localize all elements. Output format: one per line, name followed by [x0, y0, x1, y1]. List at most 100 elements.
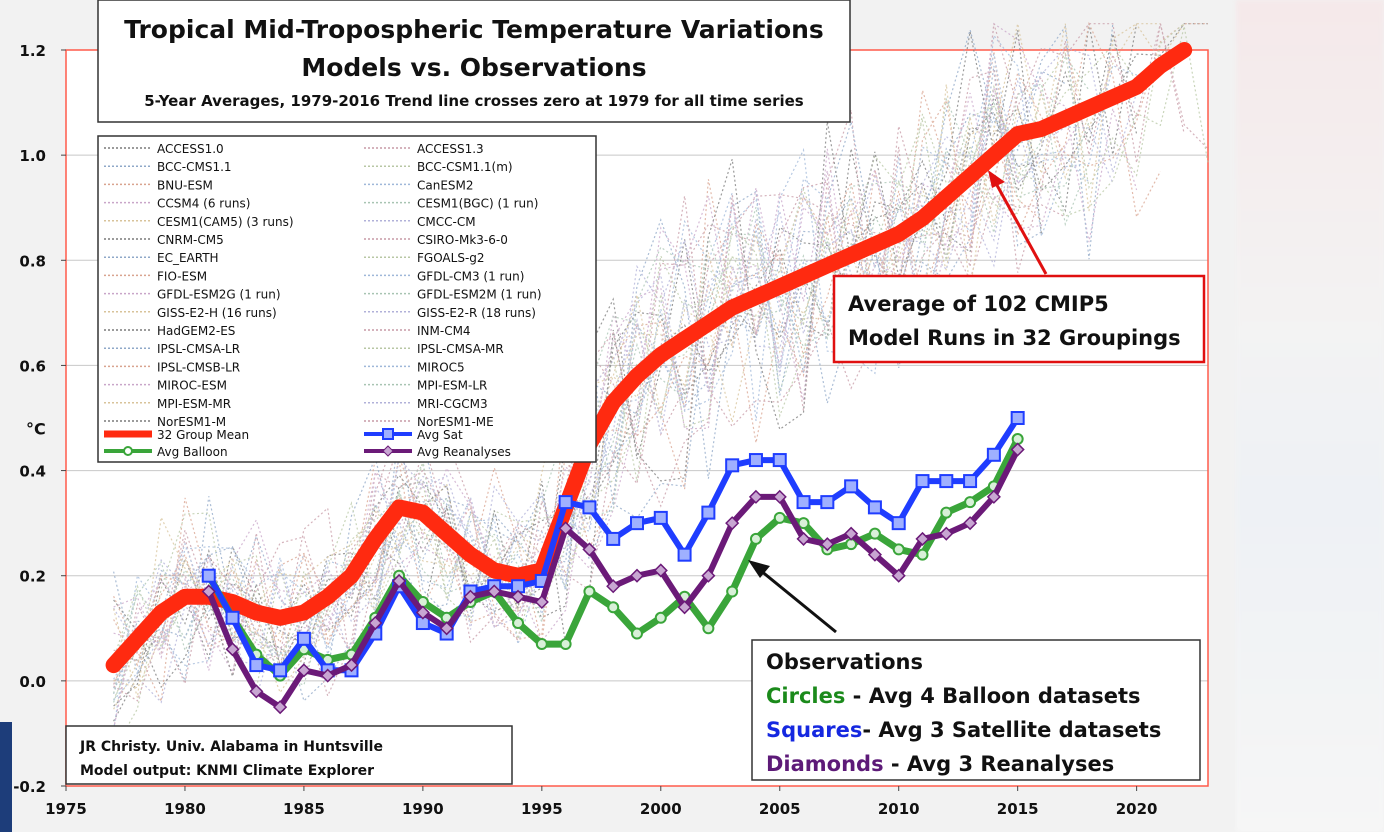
annotation-arrowhead [988, 170, 1005, 188]
observations-arrowhead [748, 560, 770, 578]
data-point [701, 568, 716, 583]
x-tick-label: 2020 [1116, 800, 1158, 818]
x-tick-label: 2015 [997, 800, 1039, 818]
observations-key: Diamonds [766, 752, 884, 776]
model-run-line [113, 53, 1090, 680]
data-point [891, 516, 906, 531]
data-point [582, 542, 597, 557]
data-point [1010, 442, 1025, 457]
x-tick-label: 1985 [283, 800, 325, 818]
legend-label: GISS-E2-R (18 runs) [417, 306, 536, 320]
credit-box: JR Christy. Univ. Alabama in Huntsville M… [65, 725, 513, 785]
observations-line: Squares- Avg 3 Satellite datasets [766, 718, 1161, 742]
data-point [868, 527, 881, 540]
legend-label: IPSL-CMSA-LR [157, 342, 240, 356]
model-run-line [113, 23, 1209, 702]
y-tick-label: -0.2 [13, 778, 46, 796]
legend-label: BCC-CMS1.1 [157, 160, 232, 174]
legend-label: Avg Reanalyses [417, 445, 511, 459]
data-point [796, 531, 811, 546]
legend-label: GFDL-ESM2G (1 run) [157, 288, 281, 302]
y-tick-label: 1.2 [19, 42, 46, 60]
observations-line: Diamonds - Avg 3 Reanalyses [766, 752, 1114, 776]
data-point [606, 531, 621, 546]
annotation-line: Model Runs in 32 Groupings [848, 326, 1181, 350]
data-point [725, 516, 740, 531]
legend-label: BCC-CSM1.1(m) [417, 160, 513, 174]
data-point [939, 474, 954, 489]
x-tick-label: 2005 [759, 800, 801, 818]
data-point [820, 495, 835, 510]
legend-label: FGOALS-g2 [417, 251, 485, 265]
data-point [891, 568, 906, 583]
data-point [915, 474, 930, 489]
chart-note: 5-Year Averages, 1979-2016 Trend line cr… [144, 92, 804, 110]
x-tick-label: 1975 [45, 800, 87, 818]
legend-label: MIROC5 [417, 360, 465, 374]
series-avg-balloon [202, 433, 1024, 682]
annotation-frame [832, 274, 1206, 364]
data-point [702, 622, 715, 635]
legend-label: CMCC-CM [417, 215, 476, 229]
legend-marker [382, 428, 394, 440]
data-point [701, 505, 716, 520]
data-point [320, 668, 335, 683]
data-point [559, 638, 572, 651]
background-blur-panel [1236, 0, 1384, 832]
legend-label: GFDL-CM3 (1 run) [417, 269, 524, 283]
annotation-line: Average of 102 CMIP5 [848, 292, 1109, 316]
model-annotation: Average of 102 CMIP5 Model Runs in 32 Gro… [832, 170, 1206, 364]
data-point [748, 453, 763, 468]
observations-frame [751, 639, 1201, 781]
data-point [534, 594, 549, 610]
data-point [772, 489, 787, 504]
y-tick-label: 0.4 [19, 463, 46, 481]
data-point [773, 511, 786, 524]
data-point [1010, 411, 1025, 425]
data-point [797, 517, 810, 530]
legend-label: GISS-E2-H (16 runs) [157, 306, 277, 320]
legend: ACCESS1.0 ACCESS1.3 BCC-CMS1.1 BCC-CSM1.1(m… [97, 135, 597, 463]
data-point [916, 548, 929, 561]
observations-arrow [759, 568, 837, 634]
data-point [558, 521, 573, 536]
data-point [630, 516, 644, 531]
y-tick-label: 0.8 [19, 252, 46, 270]
data-point [273, 700, 288, 715]
model-run-line [113, 92, 1090, 729]
legend-label: 32 Group Mean [157, 428, 249, 442]
title-box-frame [97, 0, 851, 123]
observations-desc: - Avg 3 Reanalyses [884, 752, 1115, 776]
data-point [606, 579, 621, 594]
legend-label: HadGEM2-ES [157, 324, 235, 338]
observations-annotation: Observations Circles - Avg 4 Balloon data… [748, 560, 1201, 781]
data-point [201, 584, 216, 599]
y-tick-label: 1.0 [19, 147, 46, 165]
data-point [296, 631, 311, 646]
data-point [415, 605, 430, 620]
title-box: Tropical Mid-Tropospheric Temperature Va… [97, 0, 851, 123]
data-point [796, 495, 811, 510]
y-tick-label: 0.0 [19, 673, 46, 691]
legend-label: CCSM4 (6 runs) [157, 197, 250, 211]
data-point [344, 658, 359, 673]
data-point [629, 568, 645, 583]
data-point [677, 600, 692, 615]
legend-marker [382, 445, 394, 457]
observations-desc: - Avg 4 Balloon datasets [845, 684, 1140, 708]
annotation-arrow [991, 177, 1048, 275]
data-point [748, 489, 764, 504]
legend-label: GFDL-ESM2M (1 run) [417, 288, 542, 302]
data-point [964, 496, 977, 509]
data-point [558, 495, 573, 510]
observations-key: Squares [766, 718, 862, 742]
logo-fragment [0, 722, 12, 832]
credit-line: JR Christy. Univ. Alabama in Huntsville [79, 739, 383, 755]
data-point [225, 642, 240, 657]
data-point [892, 543, 905, 556]
legend-label: INM-CM4 [417, 324, 471, 338]
y-tick-label: 0.6 [19, 357, 46, 375]
data-point [296, 663, 311, 678]
x-tick-label: 1980 [164, 800, 206, 818]
legend-label: CESM1(CAM5) (3 runs) [157, 215, 294, 229]
